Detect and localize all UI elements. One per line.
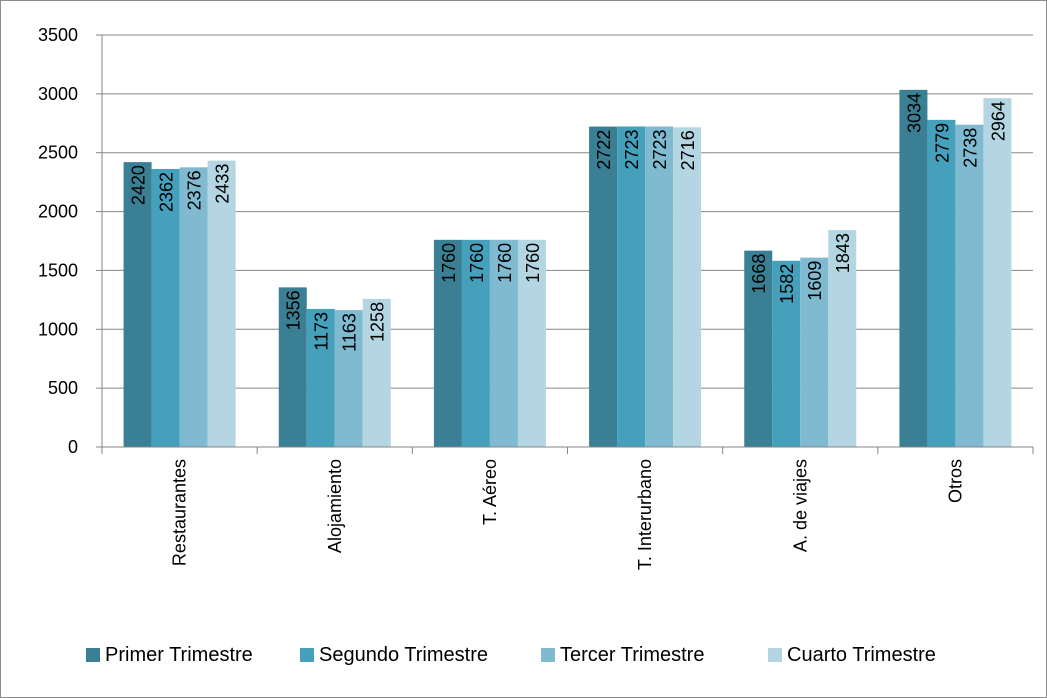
- bar: [433, 239, 462, 447]
- bar: [589, 126, 618, 447]
- legend-label: Segundo Trimestre: [319, 644, 488, 666]
- bar: [123, 162, 152, 448]
- data-label: 1760: [495, 243, 515, 283]
- data-label: 1843: [833, 233, 853, 273]
- bar: [179, 167, 208, 447]
- data-label: 1760: [439, 243, 459, 283]
- data-label: 2738: [960, 128, 980, 168]
- legend-label: Cuarto Trimestre: [787, 644, 936, 666]
- bar: [617, 126, 646, 448]
- data-label: 1258: [368, 302, 388, 342]
- data-label: 1760: [467, 243, 487, 283]
- x-tick-label: T. Aéreo: [480, 459, 500, 525]
- bar: [927, 119, 956, 447]
- y-tick-label: 1000: [38, 319, 78, 339]
- data-label: 1163: [340, 313, 360, 352]
- legend-swatch: [541, 648, 555, 662]
- data-label: 2779: [932, 123, 952, 163]
- y-tick-label: 0: [68, 437, 78, 457]
- bar: [151, 168, 180, 447]
- bar: [306, 308, 335, 447]
- y-tick-label: 1500: [38, 260, 78, 280]
- bar: [362, 298, 391, 447]
- legend-swatch: [86, 648, 100, 662]
- y-tick-label: 3500: [38, 25, 78, 45]
- data-label: 2716: [678, 130, 698, 170]
- data-label: 1582: [777, 264, 797, 304]
- bar: [899, 89, 928, 447]
- bar: [673, 127, 702, 448]
- x-tick-label: Alojamiento: [325, 459, 345, 553]
- bar: [983, 98, 1012, 448]
- data-label: 1760: [523, 243, 543, 283]
- bar: [800, 257, 829, 447]
- data-label: 2722: [594, 130, 614, 170]
- data-label: 2723: [650, 129, 670, 169]
- data-label: 2723: [622, 129, 642, 169]
- legend-label: Primer Trimestre: [105, 644, 253, 666]
- bar: [278, 287, 307, 447]
- x-tick-label: Restaurantes: [170, 459, 190, 566]
- data-label: 1356: [284, 290, 304, 330]
- legend-swatch: [768, 648, 782, 662]
- data-label: 2964: [988, 101, 1008, 141]
- x-tick-label: T. Interurbano: [635, 459, 655, 570]
- bar: [645, 126, 674, 448]
- data-label: 2376: [185, 170, 205, 210]
- bar: [744, 250, 773, 447]
- bar: [207, 160, 236, 447]
- y-tick-label: 500: [48, 378, 78, 398]
- y-tick-label: 2500: [38, 143, 78, 163]
- data-label: 3034: [904, 93, 924, 133]
- y-tick-label: 2000: [38, 202, 78, 222]
- bar: [489, 239, 518, 447]
- x-tick-label: Otros: [945, 459, 965, 503]
- bar: [828, 230, 857, 447]
- y-tick-label: 3000: [38, 84, 78, 104]
- data-label: 2420: [129, 165, 149, 205]
- bar: [334, 310, 363, 447]
- data-label: 2433: [213, 164, 233, 204]
- bar: [517, 239, 546, 447]
- data-label: 2362: [157, 172, 177, 212]
- data-label: 1173: [312, 312, 332, 351]
- bar: [461, 239, 490, 447]
- bar: [955, 124, 984, 447]
- data-label: 1609: [805, 261, 825, 301]
- legend-swatch: [300, 648, 314, 662]
- legend-label: Tercer Trimestre: [560, 644, 704, 666]
- x-tick-label: A. de viajes: [790, 459, 810, 552]
- data-label: 1668: [749, 254, 769, 294]
- bar: [772, 260, 801, 447]
